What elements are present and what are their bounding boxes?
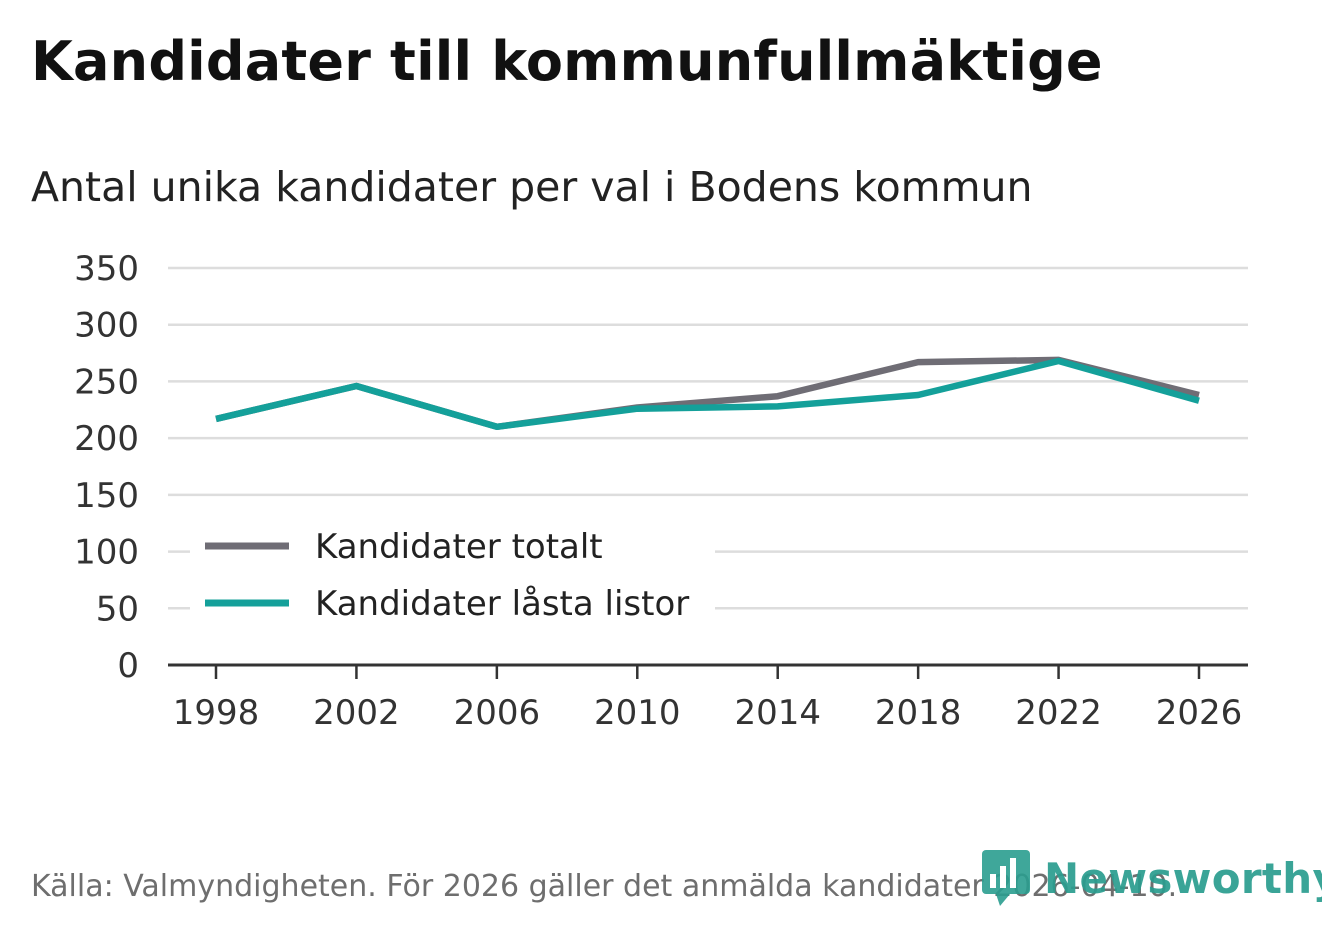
y-tick-label: 50 (96, 589, 139, 629)
legend-box (190, 518, 715, 636)
x-tick-label: 2026 (1156, 693, 1243, 733)
y-tick-label: 100 (74, 533, 139, 573)
y-tick-label: 250 (74, 362, 139, 402)
y-tick-label: 350 (74, 249, 139, 289)
x-tick-label: 2006 (454, 693, 541, 733)
x-tick-label: 2018 (875, 693, 962, 733)
brand-logo: Newsworthy (980, 848, 1322, 908)
x-tick-label: 2002 (313, 693, 400, 733)
y-tick-label: 0 (117, 646, 139, 686)
x-tick-label: 1998 (173, 693, 260, 733)
x-tick-label: 2010 (594, 693, 681, 733)
series-line-1 (215, 356, 1200, 431)
chart-title: Kandidater till kommunfullmäktige (31, 30, 1103, 93)
line-chart: 0 50 100 150 200 250 300 350 1998 2002 2006 2010 201… (74, 249, 1248, 733)
brand-name: Newsworthy (1044, 853, 1322, 903)
chart-subtitle: Antal unika kandidater per val i Bodens … (31, 163, 1033, 211)
legend-label: Kandidater låsta listor (315, 584, 689, 624)
legend-label: Kandidater totalt (315, 527, 603, 567)
y-tick-label: 150 (74, 476, 139, 516)
x-tick-label: 2014 (734, 693, 821, 733)
y-tick-label: 300 (74, 306, 139, 346)
bar-chart-icon (982, 850, 1030, 906)
y-tick-label: 200 (74, 419, 139, 459)
x-tick-label: 2022 (1015, 693, 1102, 733)
series-line-2 (215, 357, 1200, 431)
